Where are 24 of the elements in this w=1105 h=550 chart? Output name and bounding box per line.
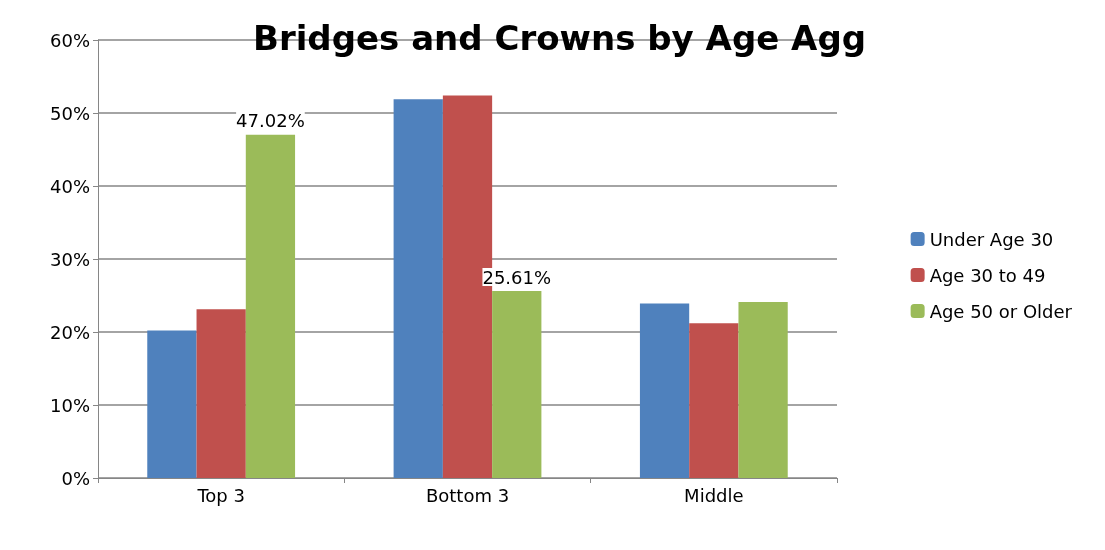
bar [147,330,197,478]
bar [393,99,443,478]
data-label: 47.02% [236,110,305,132]
x-tick-label: Bottom 3 [425,484,510,506]
bar [689,323,739,478]
y-tick-label: 0% [61,467,90,489]
bar [245,134,296,478]
bar [492,291,542,478]
x-tick-label: Middle [684,484,744,506]
chart-title: Bridges and Crowns by Age Agg [253,18,867,58]
legend-label: Under Age 30 [929,228,1054,250]
legend-label: Age 30 to 49 [929,264,1046,286]
y-tick-label: 30% [49,248,90,270]
legend-label: Age 50 or Older [929,300,1073,322]
data-label: 25.61% [482,266,552,288]
bar [639,303,690,478]
y-tick-label: 20% [49,321,90,343]
y-tick-label: 50% [49,102,90,124]
bar [738,302,788,478]
y-tick-label: 40% [49,175,90,197]
x-tick-label: Top 3 [196,484,245,506]
y-tick-label: 60% [49,29,90,51]
y-tick-label: 10% [49,394,90,416]
bar [196,309,246,478]
